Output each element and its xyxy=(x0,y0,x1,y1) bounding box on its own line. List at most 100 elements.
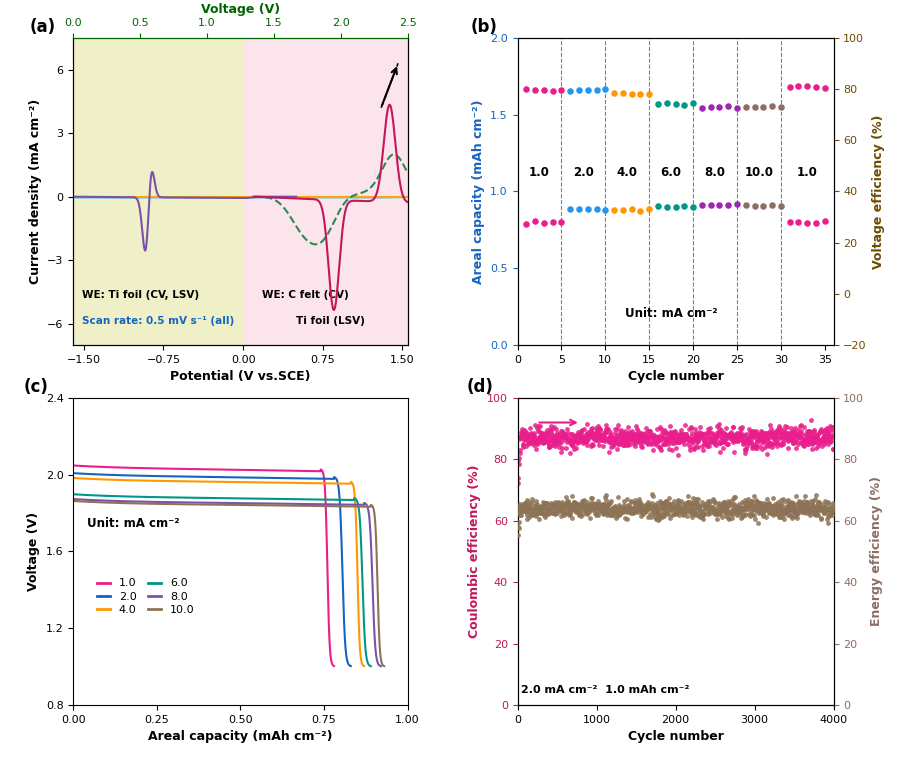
Point xyxy=(801,497,815,509)
Point xyxy=(531,434,546,446)
Point xyxy=(699,500,714,512)
Point xyxy=(718,502,733,514)
Point xyxy=(666,502,681,514)
Point xyxy=(591,429,605,441)
Point xyxy=(802,509,817,521)
Point xyxy=(539,508,553,520)
Point xyxy=(808,436,823,448)
Point xyxy=(546,434,561,446)
Point xyxy=(617,494,632,506)
Point xyxy=(681,490,695,503)
Point xyxy=(662,421,677,433)
Point xyxy=(647,505,661,517)
Point xyxy=(805,500,820,512)
Point xyxy=(743,433,758,445)
Point xyxy=(666,428,681,440)
Point xyxy=(776,506,791,518)
Point xyxy=(633,503,648,515)
Point xyxy=(658,438,672,450)
Point xyxy=(771,426,786,438)
Point xyxy=(750,428,765,440)
Point xyxy=(660,434,674,446)
Point xyxy=(692,504,707,516)
Point xyxy=(586,428,601,440)
Point xyxy=(612,499,627,511)
Point xyxy=(809,502,823,514)
Point xyxy=(671,506,685,518)
Point xyxy=(812,434,826,446)
Point xyxy=(672,509,687,522)
Point xyxy=(605,432,619,444)
Point xyxy=(798,500,812,512)
Point xyxy=(775,430,790,442)
Point xyxy=(744,503,758,515)
Point xyxy=(547,432,562,444)
Point xyxy=(768,505,782,517)
Point xyxy=(523,503,538,515)
Point xyxy=(526,509,540,522)
Point xyxy=(712,426,726,438)
Point xyxy=(791,498,806,510)
Point xyxy=(798,490,812,502)
Point xyxy=(524,432,539,444)
Point xyxy=(694,102,709,114)
Point xyxy=(741,433,756,445)
Point xyxy=(812,501,827,513)
Point xyxy=(767,433,781,445)
Point xyxy=(599,500,614,512)
Point xyxy=(780,501,794,513)
Point xyxy=(670,436,684,448)
Point xyxy=(718,431,733,443)
Point xyxy=(749,504,764,516)
Point xyxy=(650,501,665,513)
Point xyxy=(796,440,811,452)
Point xyxy=(703,422,718,434)
Point xyxy=(571,502,585,514)
X-axis label: Cycle number: Cycle number xyxy=(627,730,724,743)
Point xyxy=(658,424,672,437)
Point xyxy=(618,425,633,437)
Point xyxy=(540,496,554,509)
Point xyxy=(586,504,601,516)
Point xyxy=(574,499,589,511)
Point xyxy=(777,424,791,436)
Point xyxy=(644,510,659,522)
Point xyxy=(785,431,800,443)
Legend: 1.0, 2.0, 4.0, 6.0, 8.0, 10.0: 1.0, 2.0, 4.0, 6.0, 8.0, 10.0 xyxy=(93,574,199,619)
Point xyxy=(683,430,698,442)
Point xyxy=(692,509,706,522)
Point xyxy=(623,506,638,518)
Point xyxy=(703,503,717,515)
10.0 xyxy=(378,661,389,670)
Point xyxy=(510,477,525,489)
Point xyxy=(768,428,782,440)
Point xyxy=(705,493,720,505)
Point xyxy=(528,436,542,448)
Point xyxy=(763,437,778,449)
Point xyxy=(732,504,747,516)
Point xyxy=(745,425,759,437)
Point xyxy=(591,435,605,447)
Point xyxy=(631,430,646,442)
Point xyxy=(780,506,794,518)
Point xyxy=(581,426,595,438)
Point xyxy=(820,506,834,518)
Point xyxy=(627,440,642,453)
Point xyxy=(529,443,543,455)
Point xyxy=(511,452,526,464)
Point xyxy=(609,510,624,522)
Point xyxy=(640,501,655,513)
Point xyxy=(570,437,584,449)
Point xyxy=(563,434,578,446)
Point xyxy=(691,500,705,512)
Point xyxy=(734,427,748,439)
Point xyxy=(683,434,698,446)
Point xyxy=(555,506,570,518)
Point xyxy=(726,498,741,510)
Point xyxy=(623,503,638,515)
Point xyxy=(784,422,799,434)
Point xyxy=(644,437,659,449)
Point xyxy=(696,428,711,440)
Point xyxy=(642,502,657,514)
Point xyxy=(677,505,692,517)
